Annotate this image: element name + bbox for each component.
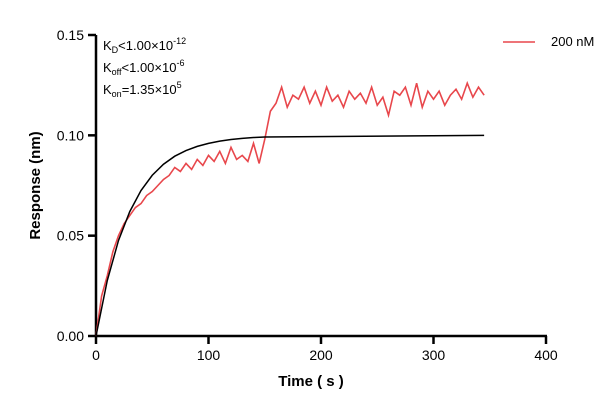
- y-tick-label: 0.05: [57, 228, 84, 244]
- series-line-fit: [95, 134, 485, 337]
- y-tick-label: 0.15: [57, 27, 84, 43]
- x-tick-label: 300: [422, 347, 446, 363]
- x-tick-label: 200: [309, 347, 333, 363]
- y-tick-label: 0.10: [57, 127, 84, 143]
- kinetic-annotation: Kon=1.35×105: [103, 80, 182, 99]
- y-axis-label: Response (nm): [27, 131, 44, 239]
- x-tick-label: 100: [197, 347, 221, 363]
- y-tick-label: 0.00: [57, 328, 84, 344]
- x-tick-label: 0: [92, 347, 100, 363]
- x-tick-label: 400: [534, 347, 558, 363]
- legend-label: 200 nM: [551, 34, 594, 49]
- x-axis-label: Time ( s ): [278, 373, 344, 390]
- kinetic-annotation: Koff<1.00×10-6: [103, 58, 184, 77]
- kinetic-annotation: KD<1.00×10-12: [103, 36, 186, 55]
- series-line-measured: [95, 80, 485, 337]
